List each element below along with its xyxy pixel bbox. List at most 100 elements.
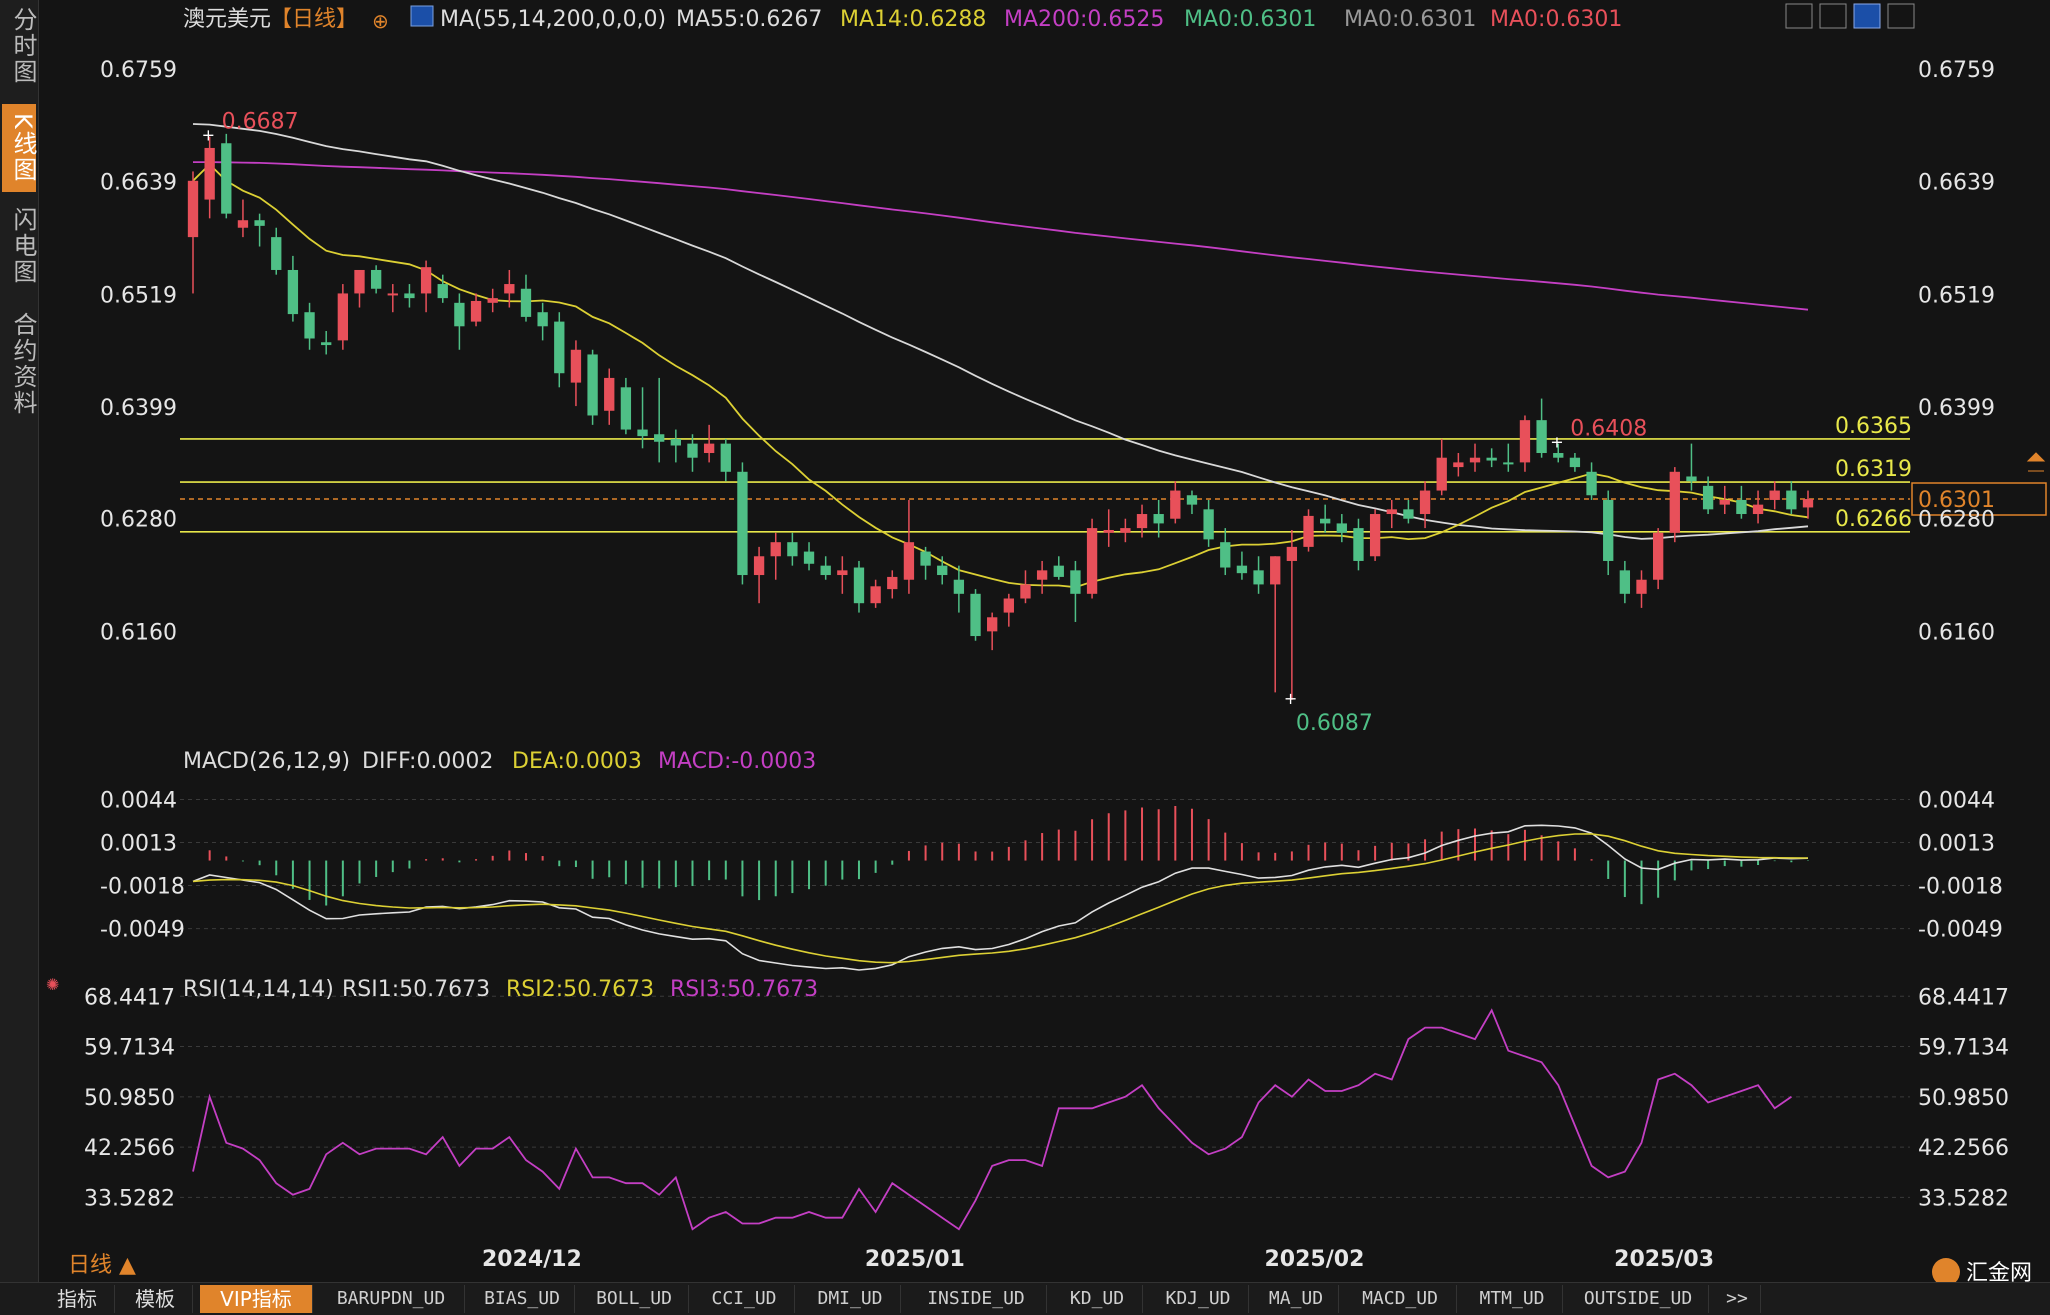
ma0-value-1: MA0:0.6301 [1184, 7, 1316, 32]
indicator-kdj[interactable]: KDJ_UD [1148, 1285, 1249, 1313]
candle-body [1236, 565, 1248, 574]
price-tick-right: 0.6160 [1918, 620, 1995, 645]
candle-body [271, 237, 282, 270]
indicator-mtm[interactable]: MTM_UD [1462, 1285, 1563, 1313]
candle-body [1369, 514, 1381, 557]
scroll-up-icon [2026, 452, 2046, 472]
candle-body [853, 567, 865, 604]
candle-body [1120, 528, 1131, 533]
candle-body [1286, 546, 1298, 561]
candle-body [1669, 471, 1680, 533]
tab-kline[interactable]: K线图 [2, 104, 37, 192]
indicator-barupdn[interactable]: BARUPDN_UD [318, 1285, 465, 1313]
candle-body [1186, 495, 1198, 505]
candle-body [1053, 565, 1064, 577]
macd-header: MACD(26,12,9) DIFF:0.0002 DEA:0.0003 MAC… [183, 749, 816, 774]
indicator-inside[interactable]: INSIDE_UD [906, 1285, 1047, 1313]
candle-body [221, 143, 232, 214]
macd-tick-right: -0.0018 [1918, 875, 2003, 900]
rsi-tick-right: 42.2566 [1918, 1136, 2009, 1161]
macd-tick-right: 0.0044 [1918, 788, 1995, 813]
indicator-ma[interactable]: MA_UD [1254, 1285, 1339, 1313]
candle-body [587, 354, 598, 416]
ma55-line [192, 123, 1809, 540]
y-axis-labels: 0.6759 0.6759 0.6639 0.6639 0.6519 0.6519 0.63… [100, 58, 1995, 645]
ma55-value: MA55:0.6267 [676, 7, 822, 32]
candle-body [1603, 499, 1614, 561]
price-tick-left: 0.6519 [100, 283, 177, 308]
rsi-settings-icon[interactable]: ✺ [46, 975, 59, 994]
candle-body [337, 293, 349, 341]
candle-body [1469, 457, 1481, 463]
candle-body [1503, 462, 1514, 465]
layout-chart-icon[interactable] [1853, 3, 1881, 29]
candle-body [1353, 528, 1364, 561]
indicator-kd[interactable]: KD_UD [1052, 1285, 1143, 1313]
panel-layout-buttons [1785, 3, 1915, 29]
tab-timeshare[interactable]: 分时图 [9, 7, 37, 85]
rsi2-value: RSI2:50.7673 [506, 977, 654, 1002]
candle-body [937, 565, 948, 576]
price-tick-right: 0.6399 [1918, 396, 1995, 421]
candle-body [820, 565, 831, 576]
rsi-tick-right: 68.4417 [1918, 985, 2009, 1010]
indicator-outside[interactable]: OUTSIDE_UD [1568, 1285, 1709, 1313]
vip-indicator-button[interactable]: VIP指标 [200, 1285, 313, 1313]
candle-body [1303, 515, 1314, 547]
candle-body [487, 298, 498, 303]
candle-body [537, 312, 548, 327]
indicator-macd[interactable]: MACD_UD [1344, 1285, 1457, 1313]
candle-body [1569, 457, 1581, 468]
candle-body [454, 302, 465, 327]
more-indicators-button[interactable]: >> [1714, 1285, 1761, 1313]
add-indicator-icon[interactable]: ⊕ [372, 9, 389, 33]
tab-contract-info[interactable]: 合约资料 [9, 312, 37, 416]
rsi-tick-left: 68.4417 [84, 985, 175, 1010]
candle-body [1553, 453, 1564, 458]
layout-grid-icon[interactable] [1785, 3, 1813, 29]
candle-body [1136, 514, 1148, 529]
candle-body [254, 220, 265, 226]
rsi-tick-right: 59.7134 [1918, 1036, 2009, 1061]
indicator-bias[interactable]: BIAS_UD [470, 1285, 575, 1313]
ma-settings-icon[interactable] [410, 5, 434, 27]
candle-body [1736, 499, 1747, 515]
candle-body [1336, 523, 1347, 533]
low-price-label: 0.6087 [1296, 711, 1373, 736]
layout-full-icon[interactable] [1887, 3, 1915, 29]
candle-body [1786, 490, 1797, 510]
candle-body [1619, 570, 1631, 594]
current-price-label: 0.6301 [1918, 488, 1995, 513]
candle-body [387, 293, 398, 296]
indicator-dmi[interactable]: DMI_UD [800, 1285, 901, 1313]
candle-body [304, 312, 315, 339]
indicator-boll[interactable]: BOLL_UD [580, 1285, 689, 1313]
macd-label: MACD(26,12,9) [183, 749, 350, 774]
candle-body [637, 429, 648, 437]
period-switch[interactable]: 日线 ▲ [68, 1253, 136, 1278]
candle-body [1769, 490, 1780, 500]
layout-split-icon[interactable] [1819, 3, 1847, 29]
candle-body [1320, 518, 1331, 524]
price-annotations: +0.6687 +0.6408 +0.6087 [202, 110, 1648, 736]
candle-body [787, 542, 798, 557]
candle-body [1270, 556, 1281, 585]
indicator-cci[interactable]: CCI_UD [694, 1285, 795, 1313]
tab-flash-chart[interactable]: 闪电图 [9, 207, 37, 285]
date-tick: 2024/12 [482, 1247, 582, 1272]
ma0-value-3: MA0:0.6301 [1490, 7, 1622, 32]
ma200-polyline [193, 161, 1809, 311]
candle-body [1403, 509, 1414, 519]
indicator-button[interactable]: 指标 [40, 1285, 115, 1313]
rsi-tick-left: 33.5282 [84, 1186, 175, 1211]
candle-body [1419, 490, 1431, 515]
candle-body [620, 387, 632, 430]
rsi-label: RSI(14,14,14) [183, 977, 334, 1002]
x-axis-labels: 2024/12 2025/01 2025/02 2025/03 [482, 1247, 1714, 1272]
candle-body [1719, 499, 1730, 505]
candle-body [1386, 509, 1397, 515]
price-tick-right: 0.6519 [1918, 283, 1995, 308]
candle-body [1203, 509, 1214, 540]
template-button[interactable]: 模板 [118, 1285, 193, 1313]
